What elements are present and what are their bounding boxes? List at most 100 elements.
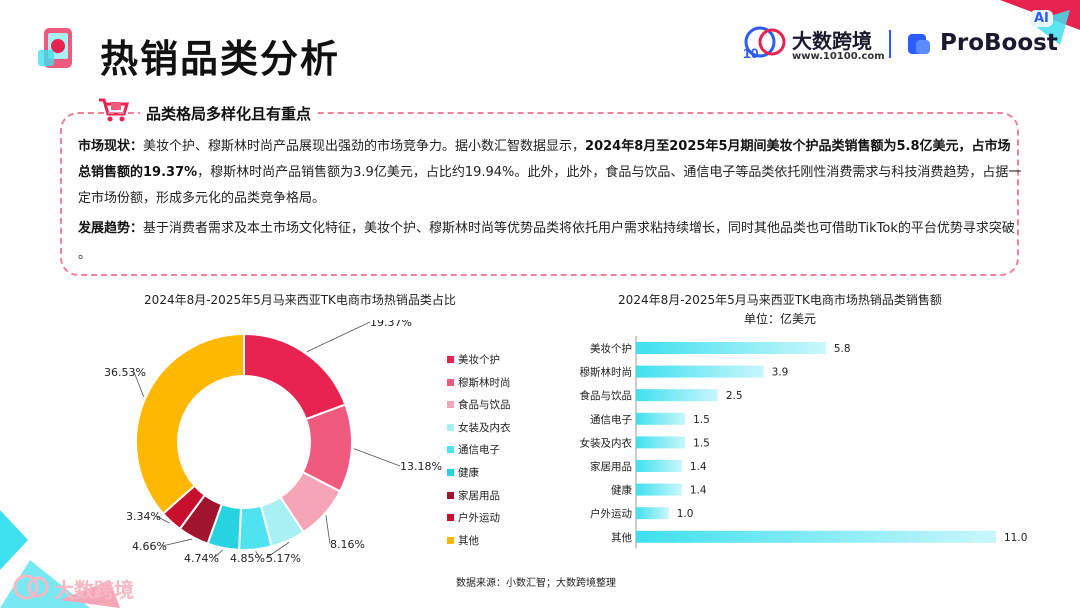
legend-label: 其他 bbox=[458, 534, 479, 547]
legend-label: 食品与饮品 bbox=[458, 399, 511, 412]
paragraph-trend: 发展趋势：基于消费者需求及本土市场文化特征，美妆个护、穆斯林时尚等优势品类将依托… bbox=[78, 216, 1023, 268]
legend-swatch bbox=[447, 423, 454, 431]
bar-chart-unit: 单位：亿美元 bbox=[743, 312, 816, 326]
donut-slice bbox=[243, 332, 347, 421]
legend-swatch bbox=[447, 491, 454, 499]
donut-leader-line bbox=[306, 321, 371, 353]
p2-text: 基于消费者需求及本土市场文化特征，美妆个护、穆斯林时尚等优势品类将依托用户需求粘… bbox=[78, 221, 1015, 262]
legend-label: 健康 bbox=[458, 467, 479, 479]
legend-swatch bbox=[447, 514, 454, 522]
bar-category-label: 户外运动 bbox=[590, 507, 632, 520]
legend-swatch bbox=[447, 536, 454, 544]
p2-label: 发展趋势： bbox=[78, 221, 144, 236]
donut-chart-title: 2024年8月-2025年5月马来西亚TK电商市场热销品类占比 bbox=[144, 293, 456, 307]
donut-data-label: 36.53% bbox=[104, 366, 146, 379]
bar-category-label: 通信电子 bbox=[590, 413, 632, 426]
bar bbox=[636, 460, 682, 472]
donut-leader-line bbox=[161, 538, 193, 547]
legend-item: 美妆个护 bbox=[447, 352, 500, 367]
bar-value-label: 5.8 bbox=[834, 343, 851, 355]
bar bbox=[636, 412, 686, 425]
legend-label: 家居用品 bbox=[458, 489, 500, 502]
paragraph-market-status: 市场现状：美妆个护、穆斯林时尚产品展现出强劲的市场竞争力。据小数汇智数据显示，2… bbox=[78, 134, 1023, 212]
legend-swatch bbox=[447, 356, 454, 363]
bar-category-label: 女装及内衣 bbox=[580, 436, 633, 449]
legend-label: 户外运动 bbox=[458, 512, 500, 525]
legend-swatch bbox=[447, 446, 454, 454]
bar-value-label: 1.5 bbox=[693, 414, 710, 426]
donut-data-label: 8.16% bbox=[330, 538, 365, 551]
legend-item: 穆斯林时尚 bbox=[447, 375, 511, 390]
bar bbox=[636, 483, 682, 496]
donut-leader-line bbox=[133, 371, 145, 397]
legend-swatch bbox=[447, 469, 454, 476]
bar-value-label: 1.5 bbox=[693, 437, 710, 449]
bar-category-label: 健康 bbox=[611, 484, 632, 497]
bar bbox=[636, 530, 996, 543]
p1-text-b: ，穆斯林时尚产品销售额为3.9亿美元，占比约19.94%。此外，此外，食品与饮品… bbox=[78, 165, 1022, 206]
legend-item: 其他 bbox=[447, 533, 479, 548]
legend-label: 穆斯林时尚 bbox=[458, 376, 511, 389]
bar-value-label: 1.0 bbox=[677, 508, 694, 520]
donut-leader-line bbox=[325, 515, 331, 545]
legend-item: 户外运动 bbox=[447, 510, 500, 525]
cart-icon bbox=[99, 98, 130, 122]
donut-leader-line bbox=[255, 551, 261, 559]
bar-value-label: 1.4 bbox=[690, 485, 707, 497]
logo-divider bbox=[889, 30, 891, 58]
proboost-logo-icon bbox=[908, 34, 930, 54]
legend-item: 女装及内衣 bbox=[447, 420, 511, 435]
bar-category-label: 其他 bbox=[611, 531, 632, 544]
bar-category-label: 家居用品 bbox=[590, 460, 632, 473]
donut-data-label: 19.37% bbox=[370, 320, 412, 329]
bar-category-label: 美妆个护 bbox=[590, 342, 632, 355]
bar-value-label: 3.9 bbox=[772, 367, 789, 379]
section-subtitle: 品类格局多样化且有重点 bbox=[140, 103, 318, 124]
bar-chart-title: 2024年8月-2025年5月马来西亚TK电商市场热销品类销售额 bbox=[618, 293, 942, 307]
brand-logo-icon: 10 bbox=[743, 26, 786, 61]
donut-slice bbox=[135, 332, 245, 515]
ai-badge: AI bbox=[1030, 10, 1053, 27]
bar-category-label: 穆斯林时尚 bbox=[580, 366, 633, 379]
proboost-name: ProBoost bbox=[940, 30, 1058, 56]
bar bbox=[636, 436, 686, 449]
page-title: 热销品类分析 bbox=[100, 37, 341, 81]
legend-swatch bbox=[447, 378, 454, 386]
legend-item: 通信电子 bbox=[447, 442, 500, 457]
donut-data-label: 4.66% bbox=[132, 540, 167, 553]
bar-value-label: 11.0 bbox=[1004, 532, 1027, 544]
brand-name: 大数跨境 bbox=[792, 29, 872, 53]
bar-value-label: 2.5 bbox=[726, 390, 743, 402]
legend-label: 通信电子 bbox=[458, 444, 500, 457]
bar bbox=[636, 365, 764, 378]
donut-leader-line bbox=[155, 515, 170, 524]
p1-bold-a: 2024年8月至2025年5月期间美妆个护品类销售额为5.8亿美元，占市场总销售… bbox=[78, 139, 1011, 180]
legend-item: 健康 bbox=[447, 465, 479, 480]
legend-item: 食品与饮品 bbox=[447, 397, 511, 412]
bar-value-label: 1.4 bbox=[690, 461, 707, 473]
bar-category-label: 食品与饮品 bbox=[580, 389, 633, 402]
donut-leader-line bbox=[265, 542, 290, 559]
bar bbox=[636, 507, 669, 520]
donut-data-label: 3.34% bbox=[126, 510, 161, 523]
p1-text-a: 美妆个护、穆斯林时尚产品展现出强劲的市场竞争力。据小数汇智数据显示， bbox=[143, 139, 586, 154]
bar bbox=[636, 389, 718, 402]
bar-chart: 美妆个护 5.8 穆斯林时尚 3.9 食品与饮品 2.5 通信电子 1.5 女装及内衣 1.5 家居… bbox=[580, 336, 1027, 549]
legend-swatch bbox=[447, 401, 454, 409]
donut-data-label: 4.74% bbox=[184, 552, 219, 565]
bar bbox=[636, 342, 826, 354]
summary-box bbox=[60, 112, 1019, 276]
donut-chart: 19.37% 13.18% 8.16% 5.17%4.85% 4.74% 4.66% 3.3… bbox=[104, 320, 442, 565]
legend-label: 女装及内衣 bbox=[458, 421, 511, 434]
donut-data-label: 13.18% bbox=[400, 460, 442, 473]
donut-leader-line bbox=[353, 448, 401, 467]
donut-data-label: 4.85% bbox=[230, 552, 265, 565]
donut-leader-line bbox=[213, 549, 223, 559]
legend-item: 家居用品 bbox=[447, 488, 500, 503]
shopping-cart-icon bbox=[38, 28, 72, 68]
legend-label: 美妆个护 bbox=[458, 354, 500, 366]
p1-label: 市场现状： bbox=[78, 139, 144, 154]
donut-data-label: 5.17% bbox=[266, 552, 301, 565]
footer-logo-icon bbox=[13, 574, 49, 600]
footer-brand: 大数跨境 bbox=[54, 578, 134, 602]
